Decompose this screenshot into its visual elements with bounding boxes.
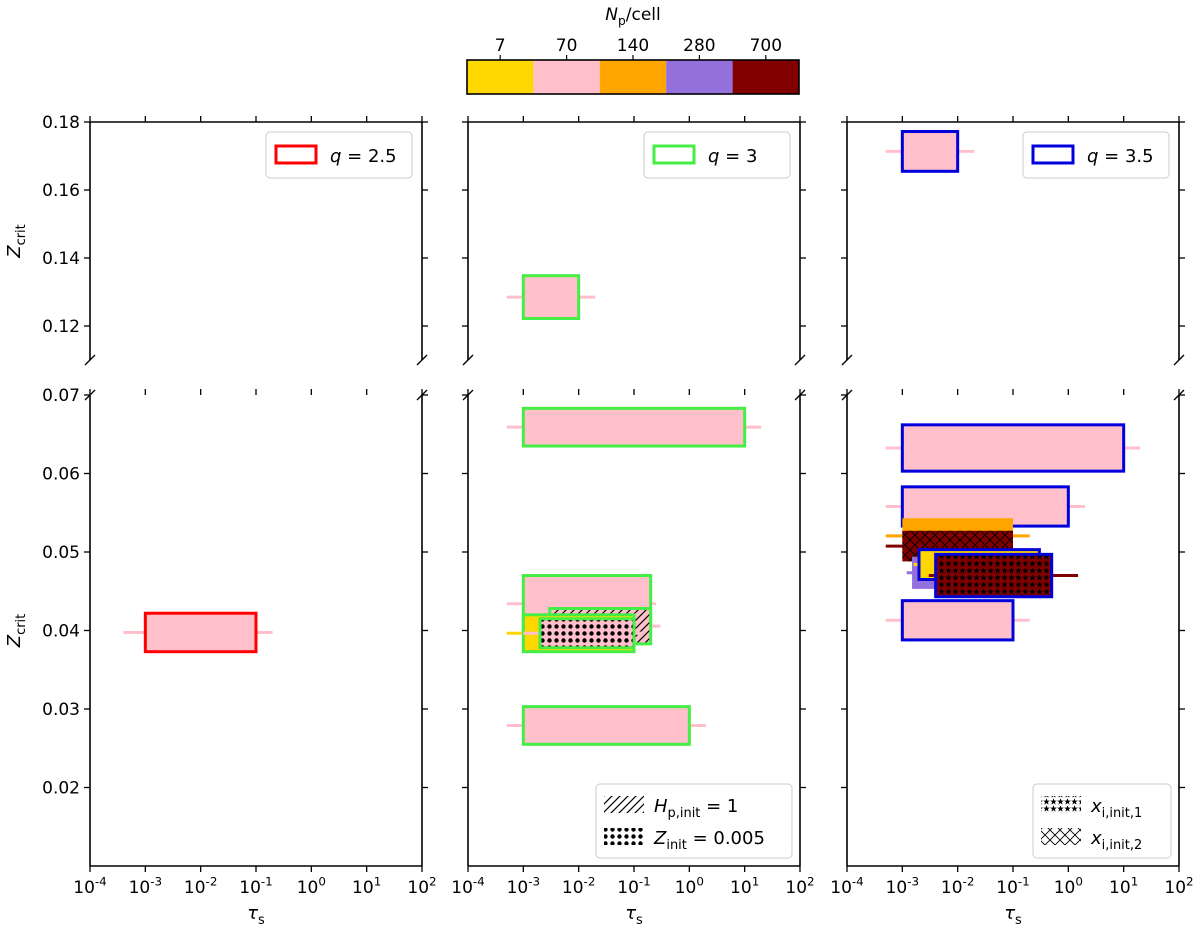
hatch-legend-box: [595, 783, 793, 859]
colorbar-label: Np/cell: [605, 5, 660, 28]
colorbar-swatch-7: [467, 60, 534, 94]
legend-label: q = 3.5: [1087, 146, 1154, 167]
y-tick-label: 0.07: [42, 386, 80, 406]
bar-edge: [900, 423, 1126, 473]
axis-break-mark: [841, 354, 853, 366]
y-tick-label: 0.04: [42, 622, 80, 642]
colorbar-tick-label: 70: [556, 36, 578, 56]
legend-box: [265, 131, 413, 179]
y-tick-label: 0.02: [42, 779, 80, 799]
hatch-legend-label: Zinit = 0.005: [653, 828, 765, 853]
y-tick-label: 0.03: [42, 700, 80, 720]
hatch-legend-label: xi,init,2: [1090, 828, 1142, 853]
x-tick-label: 10-1: [239, 874, 273, 898]
bar-edge: [900, 599, 1015, 642]
bar: [523, 706, 690, 745]
x-tick-label: 101: [730, 874, 759, 898]
colorbar-frame: [466, 59, 800, 95]
axis-break-mark: [84, 354, 96, 366]
panels: 0.12 0.14 0.16 0.18 0.02 0.03 0.04 0.05 0.06 0.07…: [4, 113, 1194, 928]
colorbar-swatch-140: [599, 60, 667, 94]
hatch-legend-label: xi,init,1: [1090, 796, 1142, 821]
colorbar-tick-label: 280: [683, 36, 715, 56]
x-tick-label: 10-4: [830, 874, 864, 898]
x-tick-label: 101: [1109, 874, 1138, 898]
bar-edge: [900, 130, 960, 173]
y-tick-label: 0.16: [42, 181, 80, 201]
x-tick-label: 102: [407, 874, 436, 898]
axis-break-mark: [794, 354, 806, 366]
y-axis-label: Zcrit: [4, 224, 29, 258]
axis-break-mark: [416, 354, 428, 366]
x-tick-label: 10-1: [996, 874, 1030, 898]
bar: [902, 131, 958, 172]
colorbar-swatch-70: [533, 60, 600, 94]
x-tick-label: 10-1: [617, 874, 651, 898]
legend-box: [643, 131, 791, 179]
x-tick-label: 10-2: [562, 874, 596, 898]
bar-edge: [143, 611, 258, 654]
y-tick-label: 0.12: [42, 317, 80, 337]
x-tick-label: 102: [1164, 874, 1193, 898]
colorbar-swatch-700: [732, 60, 799, 94]
x-tick-label: 10-4: [73, 874, 107, 898]
bar: [145, 613, 256, 652]
y-tick-label: 0.06: [42, 465, 80, 485]
legend-box: [1022, 131, 1170, 179]
x-tick-label: 10-4: [451, 874, 485, 898]
x-tick-label: 10-3: [886, 874, 920, 898]
x-tick-label: 101: [352, 874, 381, 898]
axis-break-mark: [462, 354, 474, 366]
hatch-legend-swatch: [604, 796, 644, 813]
x-tick-label: 100: [297, 874, 326, 898]
bar-edge: [538, 617, 636, 650]
bar-edge: [521, 274, 581, 321]
bar: [523, 275, 579, 319]
x-tick-label: 10-3: [129, 874, 163, 898]
legend-label: q = 3: [708, 146, 757, 167]
panel-1: 0.12 0.14 0.16 0.18 0.02 0.03 0.04 0.05 0.06 0.07…: [4, 113, 437, 928]
y-tick-label: 0.18: [42, 113, 80, 133]
bar-edge: [521, 406, 747, 448]
bar-hatch: [935, 554, 1052, 597]
bar-hatch: [539, 618, 634, 648]
legend-swatch: [652, 144, 696, 165]
x-tick-label: 10-2: [941, 874, 975, 898]
panel-2: 10-4 10-3 10-2 10-1 100 101 102 τs q = 3 Hp,init …: [451, 116, 815, 928]
x-axis-label: τs: [247, 903, 265, 928]
bar: [902, 600, 1013, 640]
axis-break-mark: [1173, 354, 1185, 366]
x-axis-label: τs: [625, 903, 643, 928]
x-tick-label: 10-2: [184, 874, 218, 898]
colorbar-tick-label: 7: [495, 36, 506, 56]
bar-edge: [521, 705, 691, 746]
bar-edge: [934, 552, 1054, 599]
panel-3: 10-4 10-3 10-2 10-1 100 101 102 τs q = 3.5 xi,ini…: [830, 116, 1194, 928]
x-tick-label: 10-3: [507, 874, 541, 898]
legend-swatch: [1031, 144, 1075, 165]
x-tick-label: 100: [675, 874, 704, 898]
x-tick-label: 102: [785, 874, 814, 898]
y-tick-label: 0.14: [42, 249, 80, 269]
y-axis-label: Zcrit: [4, 614, 29, 648]
x-tick-label: 100: [1054, 874, 1083, 898]
y-tick-label: 0.05: [42, 543, 80, 563]
colorbar-tick-label: 700: [750, 36, 782, 56]
hatch-legend-swatch: [1041, 796, 1081, 813]
hatch-legend-swatch: [1041, 828, 1081, 845]
colorbar: 7 70 140 280 700 Np/cell: [466, 5, 800, 95]
colorbar-tick-label: 140: [617, 36, 649, 56]
bar: [523, 408, 745, 447]
bar: [902, 424, 1124, 472]
x-axis-label: τs: [1004, 903, 1022, 928]
hatch-legend-swatch: [604, 828, 644, 845]
legend-swatch: [274, 144, 318, 165]
colorbar-swatch-280: [666, 60, 733, 94]
legend-label: q = 2.5: [330, 146, 397, 167]
hatch-legend-label: Hp,init = 1: [654, 796, 738, 821]
